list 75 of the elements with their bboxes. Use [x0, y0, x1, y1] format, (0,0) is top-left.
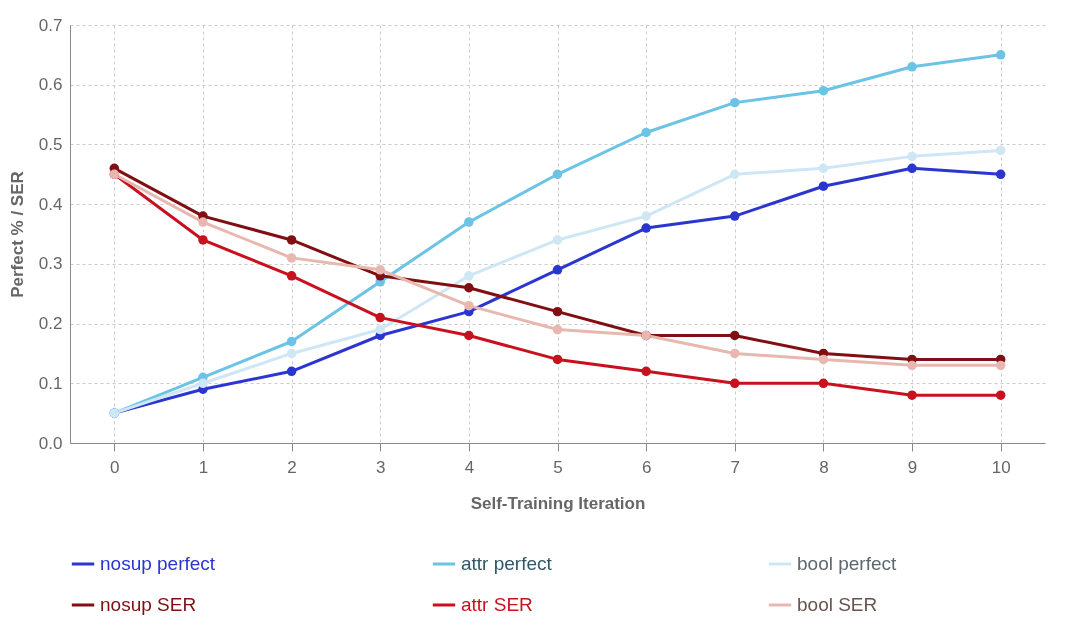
point	[641, 127, 651, 138]
point	[995, 145, 1006, 156]
point	[464, 271, 474, 281]
legend-label: attr perfect	[461, 553, 553, 574]
point	[995, 169, 1006, 180]
point	[995, 50, 1006, 60]
point	[907, 62, 917, 72]
point	[375, 324, 385, 335]
x-tick-label: 9	[907, 457, 918, 477]
point	[552, 354, 563, 365]
point	[464, 283, 474, 293]
x-tick-label: 3	[375, 457, 386, 477]
point	[464, 300, 474, 311]
point	[641, 366, 651, 377]
point	[907, 151, 917, 162]
point	[818, 181, 829, 191]
x-tick-label: 2	[287, 457, 297, 477]
point	[286, 235, 297, 245]
legend-label: bool perfect	[797, 553, 898, 574]
point	[464, 330, 474, 341]
x-tick-label: 6	[641, 457, 652, 477]
y-tick-label: 0.6	[38, 75, 63, 95]
point	[286, 253, 297, 263]
point	[552, 235, 563, 245]
point	[552, 265, 563, 275]
point	[552, 306, 563, 317]
point	[730, 330, 740, 341]
y-tick-label: 0.5	[38, 134, 63, 154]
point	[375, 312, 385, 323]
point	[198, 217, 208, 227]
point	[286, 271, 297, 281]
legend-label: attr SER	[461, 594, 533, 615]
x-tick-label: 8	[819, 457, 829, 477]
point	[730, 211, 740, 221]
point	[641, 223, 651, 233]
x-tick-label: 5	[553, 457, 563, 477]
legend-label: nosup SER	[100, 594, 197, 615]
point	[552, 324, 563, 335]
point	[907, 390, 917, 400]
point	[730, 169, 740, 180]
y-tick-label: 0.3	[38, 254, 63, 274]
x-axis-title: Self-Training Iteration	[470, 493, 646, 513]
point	[286, 336, 297, 347]
point	[198, 378, 208, 389]
point	[286, 348, 297, 359]
legend-label: bool SER	[797, 594, 878, 615]
point	[198, 235, 208, 245]
point	[286, 366, 297, 377]
point	[995, 390, 1006, 400]
y-tick-label: 0.2	[38, 314, 63, 334]
legend-label: nosup perfect	[100, 553, 216, 574]
y-tick-label: 0.0	[38, 433, 63, 453]
point	[818, 378, 829, 389]
x-tick-label: 1	[198, 457, 209, 477]
point	[375, 265, 385, 275]
y-tick-label: 0.1	[38, 373, 63, 393]
point	[818, 85, 829, 96]
y-tick-label: 0.7	[38, 15, 63, 35]
point	[730, 97, 740, 108]
point	[907, 360, 917, 371]
x-tick-label: 10	[991, 457, 1011, 477]
x-tick-label: 0	[110, 457, 120, 477]
point	[818, 163, 829, 174]
x-tick-label: 7	[730, 457, 741, 477]
point	[641, 211, 651, 221]
point	[730, 348, 740, 359]
x-tick-label: 4	[464, 457, 475, 477]
y-tick-label: 0.4	[38, 194, 63, 214]
point	[907, 163, 917, 174]
y-axis-title: Perfect % / SER	[7, 171, 27, 298]
point	[995, 360, 1006, 371]
point	[552, 169, 563, 180]
point	[464, 217, 474, 227]
point	[818, 354, 829, 365]
point	[730, 378, 740, 389]
